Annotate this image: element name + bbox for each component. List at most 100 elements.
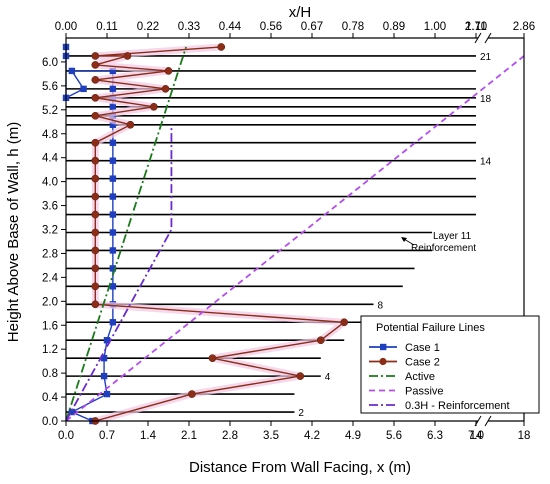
y-tick-label-9: 3.2 (42, 225, 58, 237)
case2-point-8 (91, 282, 100, 291)
x-tick-label-10: 6.3 (427, 430, 443, 442)
legend: Potential Failure Lines Case 1 Case 2 Acti… (360, 315, 540, 414)
axis-break-gap-top (478, 33, 488, 43)
legend-label-case-2: Case 2 (405, 357, 440, 369)
case2-point-15 (91, 156, 100, 165)
axis-break-slash-a-top (474, 32, 482, 44)
case2-point-13 (91, 192, 100, 201)
case2-point-24 (91, 61, 100, 69)
legend-label-0-3h-reinforcement: 0.3H - Reinforcement (405, 400, 510, 412)
layer-label-2: 2 (298, 408, 304, 419)
y-tick-label-10: 3.6 (42, 201, 58, 213)
annotation-arrowhead (401, 237, 407, 242)
case1-point-9 (109, 283, 117, 290)
x-tick-label-1: 0.0 (58, 430, 74, 442)
x2-tick-label-8: 0.78 (342, 21, 364, 33)
annotation-layer-11: Layer 11 Reinforcement (401, 231, 476, 254)
legend-marker-case-1 (380, 343, 387, 351)
x-tick-label-3: 1.4 (140, 430, 157, 442)
layer-label-21: 21 (480, 52, 492, 63)
case1-point-13 (109, 211, 117, 218)
y-tick-label-16: 6.0 (42, 57, 58, 69)
y-tick-label-6: 2.0 (42, 296, 58, 308)
case2-point-26 (91, 52, 100, 60)
x-tick-label-5: 2.8 (222, 430, 238, 442)
x2-tick-label-4: 0.33 (178, 21, 200, 33)
case2-point-18 (91, 111, 100, 120)
y-tick-label-11: 4.0 (42, 177, 58, 189)
reinforcement-layers: 2 4 8 14 18 21 (66, 52, 492, 419)
x-tick-label-13: 18 (518, 430, 531, 442)
x2-tick-label-10: 1.00 (424, 21, 446, 33)
x-tick-label-4: 2.1 (181, 430, 197, 442)
x2-tick-label-6: 0.56 (260, 21, 282, 33)
case2-point-12 (91, 210, 100, 219)
x-tick-label-12: 14 (470, 430, 483, 442)
case2-point-23 (164, 67, 173, 75)
case1-point-10 (109, 265, 117, 272)
case2-point-10 (91, 246, 100, 255)
case2-point-21 (161, 85, 170, 93)
case2-point-16 (91, 138, 100, 147)
case1-point-16 (109, 157, 117, 164)
x2-tick-label-5: 0.44 (219, 21, 242, 33)
case1-point-25 (80, 85, 87, 93)
case2-point-22 (91, 76, 100, 84)
series-line-passive (65, 55, 525, 422)
y-tick-label-12: 4.4 (42, 153, 59, 165)
legend-label-passive: Passive (405, 386, 444, 398)
x-tick-label-9: 5.6 (386, 430, 402, 442)
legend-marker-case-2 (379, 357, 387, 366)
annotation-line-1: Layer 11 (433, 231, 472, 242)
legend-entries: Case 1 Case 2 Active Passive 0.3H - Reinforc… (369, 342, 510, 412)
case1-point-24 (68, 67, 76, 75)
case1-point-12 (109, 229, 117, 236)
case1-point-2 (68, 408, 76, 416)
case2-point-2 (188, 390, 196, 398)
axis-break-slash-b-top (484, 32, 492, 44)
case1-point-17 (109, 139, 117, 146)
y-tick-label-5: 1.6 (42, 320, 58, 332)
x2-tick-label-2: 0.11 (96, 21, 118, 33)
y-tick-label-3: 0.8 (42, 368, 58, 380)
case2-point-9 (91, 264, 100, 273)
case2-point-14 (91, 174, 100, 183)
annotation-line-2: Reinforcement (411, 243, 476, 254)
case2-point-6 (340, 318, 349, 327)
legend-box (360, 315, 540, 414)
case1-point-20 (109, 103, 117, 111)
series-line-active (65, 46, 187, 422)
y-tick-label-15: 5.6 (42, 81, 58, 93)
case1-point-5 (100, 354, 108, 362)
x2-tick-label-13: 2.86 (513, 21, 535, 33)
y-tick-label-13: 4.8 (42, 129, 58, 141)
x-tick-label-2: 0.7 (99, 430, 115, 442)
case1-point-23 (109, 67, 117, 75)
case1-point-6 (103, 337, 111, 344)
case2-point-27 (217, 43, 226, 51)
case2-point-20 (91, 93, 100, 102)
x2-tick-label-11: 1.11 (465, 21, 487, 33)
layer-label-8: 8 (378, 300, 384, 311)
case1-point-11 (109, 247, 117, 254)
case1-point-7 (109, 319, 117, 326)
x2-tick-label-9: 0.89 (383, 21, 405, 33)
y-tick-label-4: 1.2 (42, 344, 58, 356)
x-tick-label-11: 7.0 (468, 430, 484, 442)
y-tick-label-2: 0.4 (42, 392, 59, 404)
y-tick-label-1: 0.0 (42, 416, 58, 428)
y-axis-title: Height Above Base of Wall, h (m) (5, 122, 22, 342)
x2-tick-label-12: 2.70 (465, 21, 487, 33)
axis-break-gap-bottom (478, 416, 488, 426)
case1-point-18 (109, 121, 117, 128)
layer-label-14: 14 (480, 157, 492, 168)
case2-point-17 (126, 120, 135, 129)
case1-point-3 (103, 390, 111, 398)
legend-label-active: Active (405, 371, 435, 383)
y-tick-label-8: 2.8 (42, 248, 58, 260)
case2-point-7 (91, 300, 100, 309)
y-tick-label-7: 2.4 (42, 272, 59, 284)
layer-label-18: 18 (480, 94, 492, 105)
case2-point-19 (150, 102, 158, 111)
